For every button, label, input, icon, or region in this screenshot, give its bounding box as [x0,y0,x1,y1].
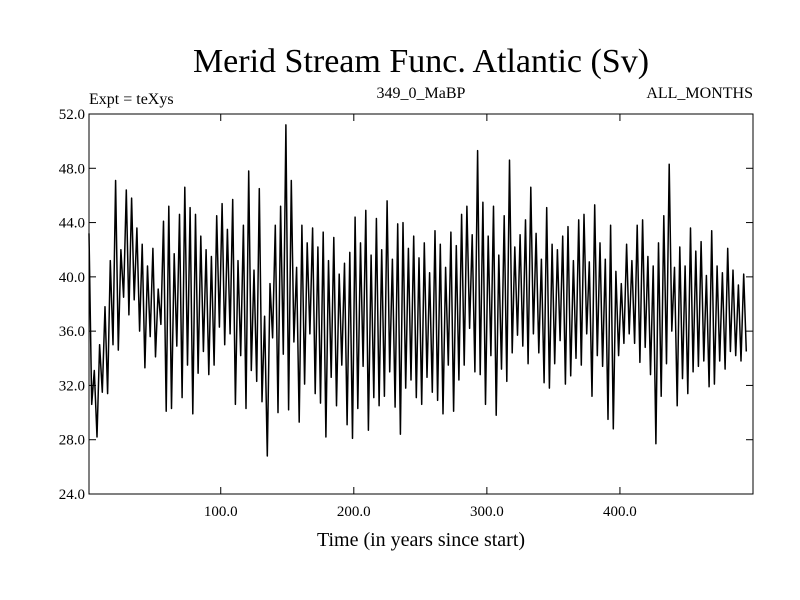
y-tick-label: 24.0 [59,487,85,503]
y-tick-label: 48.0 [59,161,85,177]
y-tick-label: 40.0 [59,270,85,286]
y-tick-label: 52.0 [59,107,85,123]
chart-title: Merid Stream Func. Atlantic (Sv) [193,43,649,80]
run-label: 349_0_MaBP [377,85,466,102]
y-tick-label: 32.0 [59,378,85,394]
x-tick-label: 300.0 [470,504,504,520]
y-tick-label: 44.0 [59,216,85,232]
series-line [88,124,748,457]
y-tick-label: 36.0 [59,324,85,340]
x-axis: 100.0 200.0 300.0 400.0 [204,114,637,520]
plot-frame [88,113,754,495]
experiment-label: Expt = teXys [89,91,174,108]
x-tick-label: 200.0 [337,504,371,520]
y-tick-label: 28.0 [59,433,85,449]
x-axis-label: Time (in years since start) [317,529,525,551]
months-label: ALL_MONTHS [646,85,753,102]
x-tick-label: 100.0 [204,504,238,520]
x-tick-label: 400.0 [603,504,637,520]
